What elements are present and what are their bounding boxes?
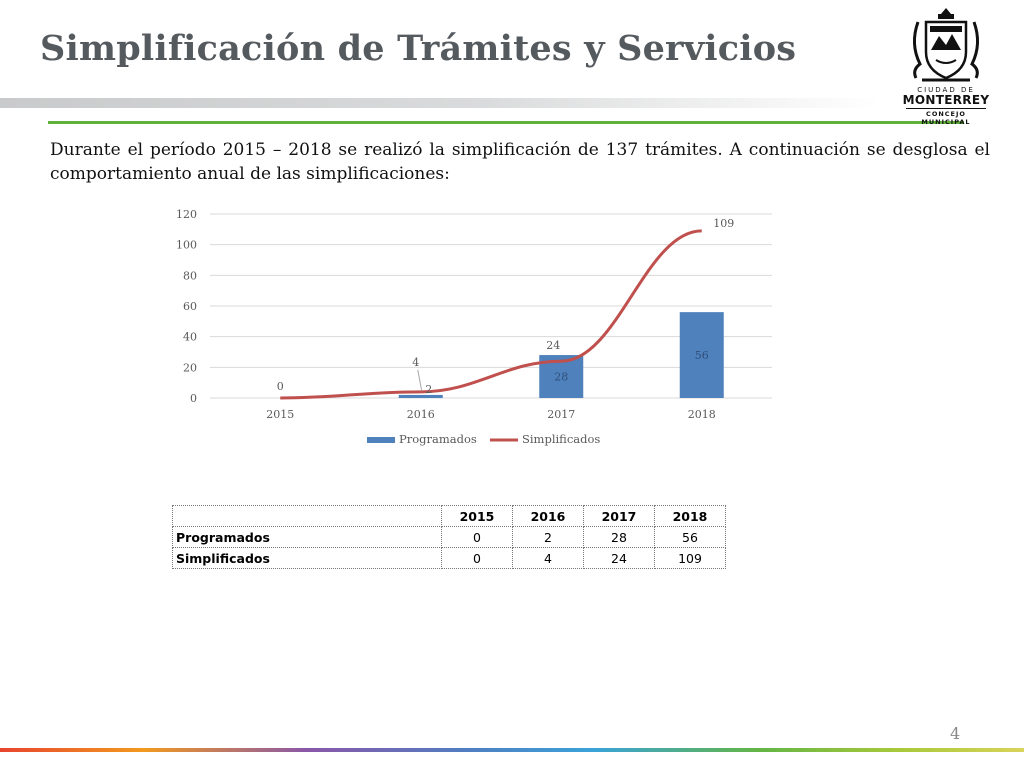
- combo-chart: 0 20 40 60 80 100 120 2015 2016 2017 2018 2 28 56 0 4 24…: [176, 208, 772, 446]
- label-leader-line: [417, 369, 423, 392]
- y-tick-label: 40: [183, 331, 197, 344]
- table-cell: 0: [441, 526, 513, 548]
- logo-line-3: CONCEJO MUNICIPAL: [906, 108, 986, 126]
- legend-label: Simplificados: [522, 432, 600, 446]
- line-data-label: 109: [713, 217, 734, 230]
- table-cell: 2: [512, 526, 584, 548]
- table-cell: 56: [654, 526, 726, 548]
- table-cell: 109: [654, 547, 726, 569]
- y-tick-label: 0: [190, 392, 197, 405]
- y-tick-label: 100: [176, 239, 197, 252]
- table-row: Programados 0 2 28 56: [172, 526, 726, 548]
- intro-paragraph: Durante el período 2015 – 2018 se realiz…: [50, 140, 990, 184]
- legend-swatch-bar: [367, 437, 395, 443]
- coat-of-arms-icon: [913, 8, 979, 82]
- table-cell: 0: [441, 547, 513, 569]
- table-header-cell: [172, 505, 442, 527]
- x-tick-label: 2016: [407, 408, 435, 421]
- y-tick-label: 80: [183, 269, 197, 282]
- table-cell: 28: [583, 526, 655, 548]
- page-number: 4: [950, 724, 961, 743]
- header-rule: [48, 121, 964, 124]
- x-tick-label: 2015: [266, 408, 294, 421]
- x-tick-label: 2018: [688, 408, 716, 421]
- table-header-row: 2015 2016 2017 2018: [172, 505, 726, 527]
- page-title: Simplificación de Trámites y Servicios: [40, 28, 797, 69]
- legend-label: Programados: [399, 432, 477, 446]
- data-table: 2015 2016 2017 2018 Programados 0 2 28 5…: [172, 505, 726, 569]
- y-tick-label: 20: [183, 361, 197, 374]
- line-data-label: 0: [277, 380, 284, 393]
- bar-data-label: 56: [695, 349, 709, 362]
- bar-data-label: 28: [554, 371, 568, 384]
- table-header-cell: 2018: [654, 505, 726, 527]
- bar-data-label: 2: [425, 383, 432, 396]
- table-header-cell: 2017: [583, 505, 655, 527]
- city-logo: CIUDAD DE MONTERREY CONCEJO MUNICIPAL: [898, 4, 994, 126]
- table-cell: 24: [583, 547, 655, 569]
- x-tick-label: 2017: [547, 408, 575, 421]
- header-band: [0, 98, 880, 108]
- footer-color-bar: [0, 748, 1024, 752]
- bar: [679, 312, 724, 398]
- table-row-label: Simplificados: [172, 547, 442, 569]
- table-cell: 4: [512, 547, 584, 569]
- table-row-label: Programados: [172, 526, 442, 548]
- logo-line-1: CIUDAD DE: [917, 86, 975, 94]
- table-header-cell: 2016: [512, 505, 584, 527]
- table-row: Simplificados 0 4 24 109: [172, 547, 726, 569]
- table-header-cell: 2015: [441, 505, 513, 527]
- series-line: [280, 229, 702, 400]
- line-data-label: 4: [412, 356, 419, 369]
- line-data-label: 24: [546, 339, 560, 352]
- logo-line-2: MONTERREY: [902, 93, 990, 107]
- bar: [398, 394, 443, 398]
- y-tick-label: 120: [176, 208, 197, 221]
- y-tick-label: 60: [183, 300, 197, 313]
